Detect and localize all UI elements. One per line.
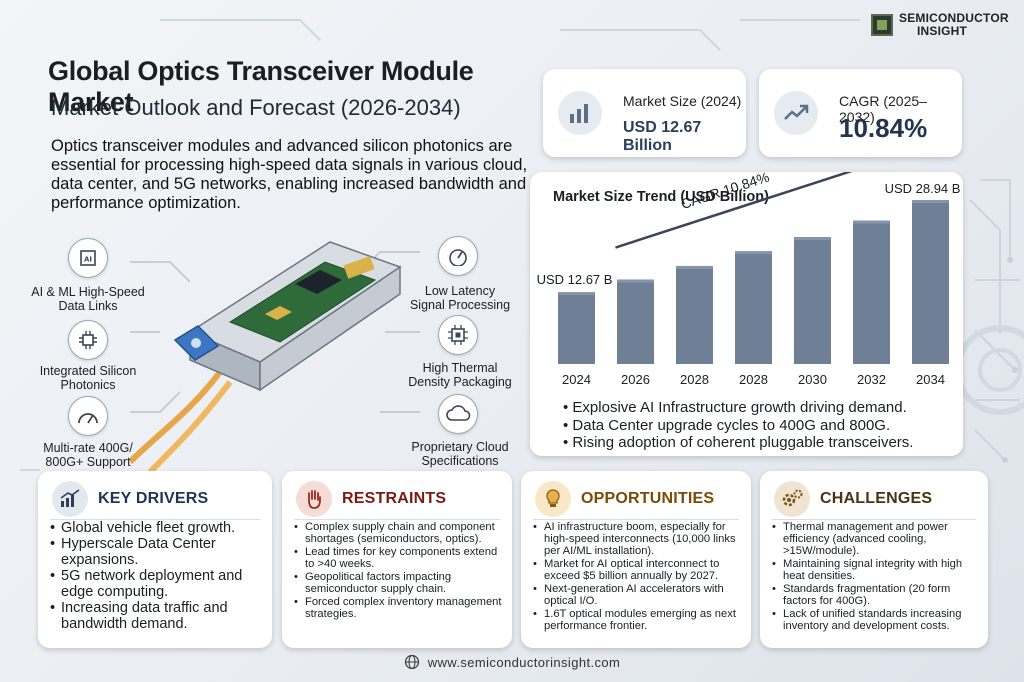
opportunities-card: OPPORTUNITIES AI infrastructure boom, es… (521, 471, 751, 648)
list-item: Market for AI optical interconnect to ex… (533, 558, 743, 582)
page-title: Global Optics Transceiver Module Market (48, 56, 474, 117)
feature-thermal-packaging: High Thermal Density Packaging (408, 361, 512, 389)
growth-chart-icon (52, 481, 88, 517)
list-item: Standards fragmentation (20 form factors… (772, 583, 980, 607)
bar-chart-icon (558, 91, 602, 135)
restraints-list: Complex supply chain and component short… (294, 521, 504, 621)
feature-silicon-photonics: Integrated Silicon Photonics (39, 364, 137, 392)
restraints-card: RESTRAINTS Complex supply chain and comp… (282, 471, 512, 648)
key-drivers-card: KEY DRIVERS Global vehicle fleet growth.… (38, 471, 272, 648)
divider (772, 519, 976, 520)
chart-tick-label: 2028 (680, 372, 709, 387)
feature-cloud-specs: Proprietary Cloud Specifications (411, 440, 509, 468)
opportunities-list: AI infrastructure boom, especially for h… (533, 521, 743, 633)
chart-bar-cap (676, 265, 713, 269)
brand-logo: SEMICONDUCTOR INSIGHT (871, 10, 1011, 40)
chart-bar (676, 265, 713, 364)
chart-bar (558, 292, 595, 364)
chart-trend-arrow (615, 172, 853, 249)
market-size-chart: 2024 2026 2028 2028 2030 2032 2034 USD 12.67 B U… (537, 172, 961, 387)
key-drivers-title: KEY DRIVERS (98, 490, 209, 507)
feature-ai-ml: AI & ML High-Speed Data Links (31, 285, 145, 313)
challenges-card: CHALLENGES Thermal management and power … (760, 471, 988, 648)
chart-bar-cap (558, 292, 595, 296)
chart-bar (912, 200, 949, 364)
chart-bar (853, 220, 890, 364)
opportunities-title: OPPORTUNITIES (581, 490, 715, 507)
chart-bar-cap (735, 251, 772, 255)
chart-last-value-label: USD 28.94 B (885, 181, 961, 196)
cloud-icon (438, 394, 478, 434)
chart-cagr-annotation: CAGR 10.84% (679, 172, 771, 212)
page-subtitle: Market Outlook and Forecast (2026-2034) (51, 95, 461, 120)
market-size-label: Market Size (2024) (623, 93, 742, 109)
list-item: Global vehicle fleet growth. (50, 520, 264, 536)
divider (533, 519, 739, 520)
chart-first-value-label: USD 12.67 B (537, 272, 613, 287)
globe-icon (404, 654, 419, 670)
list-item: Thermal management and power efficiency … (772, 521, 980, 558)
divider (294, 519, 500, 520)
lightbulb-icon (535, 481, 571, 517)
logo-icon (871, 14, 893, 36)
market-size-value: USD 12.67 Billion (623, 119, 702, 154)
speedometer-icon (438, 236, 478, 276)
cagr-label: CAGR (2025–2032) (839, 93, 927, 125)
hand-stop-icon (296, 481, 332, 517)
feature-multi-rate: Multi-rate 400G/ 800G+ Support (43, 441, 133, 469)
list-item: 5G network deployment and edge computing… (50, 568, 264, 600)
list-item: Lack of unified standards increasing inv… (772, 608, 980, 632)
gears-icon (774, 481, 810, 517)
market-size-card: Market Size (2024) USD 12.67 Billion (543, 69, 746, 157)
chart-tick-label: 2030 (798, 372, 827, 387)
svg-text:AI: AI (84, 256, 92, 264)
footer: www.semiconductorinsight.com (0, 650, 1024, 674)
challenges-list: Thermal management and power efficiency … (772, 521, 980, 633)
chart-tick-label: 2032 (857, 372, 886, 387)
chart-tick-label: 2026 (621, 372, 650, 387)
list-item: Lead times for key components extend to … (294, 546, 504, 570)
transceiver-module-illustration (130, 241, 420, 472)
list-item: Complex supply chain and component short… (294, 521, 504, 545)
chart-bar-cap (617, 279, 654, 283)
list-item: Maintaining signal integrity with high h… (772, 558, 980, 582)
chart-bar-cap (794, 237, 831, 241)
list-item: Forced complex inventory management stra… (294, 596, 504, 620)
processor-icon (438, 315, 478, 355)
chart-bar-cap (912, 200, 949, 204)
chart-bar (617, 279, 654, 364)
feature-low-latency: Low Latency Signal Processing (409, 284, 511, 312)
chart-tick-label: 2024 (562, 372, 591, 387)
chart-bullet: Data Center upgrade cycles to 400G and 8… (563, 417, 913, 435)
intro-paragraph: Optics transceiver modules and advanced … (51, 137, 528, 212)
chart-bullet: Explosive AI Infrastructure growth drivi… (563, 399, 913, 417)
chart-bar-cap (853, 220, 890, 224)
list-item: AI infrastructure boom, especially for h… (533, 521, 743, 558)
brand-name: SEMICONDUCTOR INSIGHT (899, 11, 1009, 38)
chart-bar (735, 251, 772, 364)
key-drivers-list: Global vehicle fleet growth. Hyperscale … (50, 520, 264, 632)
challenges-title: CHALLENGES (820, 490, 933, 507)
list-item: Increasing data traffic and bandwidth de… (50, 600, 264, 632)
website-link[interactable]: www.semiconductorinsight.com (427, 654, 621, 670)
chart-tick-label: 2028 (739, 372, 768, 387)
chart-bullet: Rising adoption of coherent pluggable tr… (563, 434, 913, 452)
trend-up-icon (774, 91, 818, 135)
restraints-title: RESTRAINTS (342, 490, 447, 507)
cagr-value: 10.84% (839, 113, 928, 143)
cagr-card: CAGR (2025–2032) 10.84% (759, 69, 962, 157)
ai-chip-icon: AI (68, 238, 108, 278)
chip-icon (68, 320, 108, 360)
market-trend-chart-card: Market Size Trend (USD Billion) 2024 2026… (530, 172, 963, 456)
chart-bullet-list: Explosive AI Infrastructure growth drivi… (563, 399, 913, 452)
list-item: Hyperscale Data Center expansions. (50, 536, 264, 568)
list-item: Geopolitical factors impacting semicondu… (294, 571, 504, 595)
chart-title: Market Size Trend (USD Billion) (553, 189, 769, 205)
list-item: 1.6T optical modules emerging as next pe… (533, 608, 743, 632)
chart-bar (794, 237, 831, 364)
list-item: Next-generation AI accelerators with opt… (533, 583, 743, 607)
gauge-icon (68, 396, 108, 436)
chart-tick-label: 2034 (916, 372, 945, 387)
